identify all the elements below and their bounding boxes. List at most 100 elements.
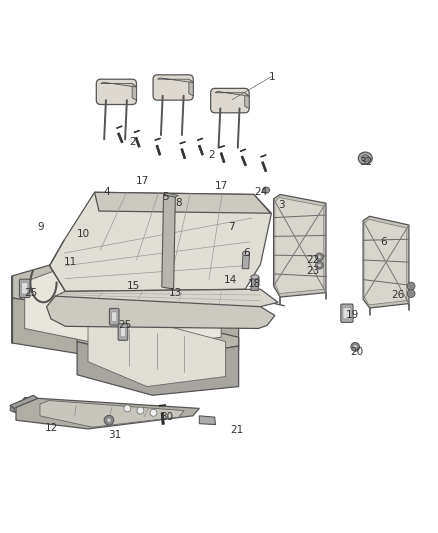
Polygon shape	[11, 395, 38, 408]
FancyBboxPatch shape	[19, 279, 30, 297]
Polygon shape	[220, 152, 225, 163]
FancyBboxPatch shape	[21, 282, 28, 294]
Text: 18: 18	[247, 279, 261, 289]
Circle shape	[318, 255, 321, 259]
Ellipse shape	[243, 251, 250, 256]
Text: 31: 31	[108, 430, 121, 440]
Text: 14: 14	[223, 274, 237, 285]
Polygon shape	[156, 145, 161, 155]
FancyBboxPatch shape	[120, 327, 126, 337]
Text: 11: 11	[64, 257, 77, 267]
Polygon shape	[40, 400, 184, 427]
Polygon shape	[198, 145, 204, 155]
Polygon shape	[49, 192, 272, 292]
Polygon shape	[363, 216, 409, 308]
Text: 2: 2	[130, 137, 136, 147]
Circle shape	[104, 415, 114, 425]
Circle shape	[107, 418, 111, 422]
Polygon shape	[159, 405, 166, 406]
FancyBboxPatch shape	[343, 308, 351, 319]
Ellipse shape	[361, 155, 369, 161]
Text: 25: 25	[119, 320, 132, 330]
Text: 3: 3	[278, 200, 285, 211]
Polygon shape	[240, 149, 246, 152]
Ellipse shape	[263, 187, 270, 193]
Text: 7: 7	[228, 222, 234, 232]
Text: 1: 1	[269, 71, 276, 82]
Text: 9: 9	[38, 222, 44, 232]
Polygon shape	[135, 137, 140, 148]
Circle shape	[353, 345, 357, 349]
Polygon shape	[181, 149, 186, 159]
Circle shape	[315, 261, 323, 269]
FancyBboxPatch shape	[153, 75, 193, 100]
Text: 2: 2	[208, 150, 215, 160]
Polygon shape	[12, 298, 239, 364]
Polygon shape	[77, 306, 239, 360]
Polygon shape	[16, 398, 199, 429]
Polygon shape	[197, 138, 203, 141]
Polygon shape	[180, 141, 185, 144]
Polygon shape	[95, 192, 271, 213]
Polygon shape	[132, 84, 137, 100]
Text: 26: 26	[392, 290, 405, 300]
Text: 12: 12	[44, 423, 58, 433]
Polygon shape	[101, 82, 137, 87]
Text: 4: 4	[103, 187, 110, 197]
Polygon shape	[274, 195, 326, 297]
Polygon shape	[157, 78, 193, 83]
Polygon shape	[46, 296, 275, 328]
Polygon shape	[77, 342, 239, 395]
Text: 6: 6	[381, 238, 387, 247]
Text: 17: 17	[136, 176, 149, 187]
Ellipse shape	[251, 275, 259, 279]
Polygon shape	[117, 133, 123, 143]
Polygon shape	[251, 277, 259, 290]
Ellipse shape	[358, 152, 372, 164]
Text: 24: 24	[254, 187, 267, 197]
Text: 20: 20	[350, 346, 363, 357]
Text: 23: 23	[306, 266, 320, 276]
Polygon shape	[134, 130, 140, 133]
Polygon shape	[189, 79, 193, 96]
Polygon shape	[199, 416, 215, 425]
Polygon shape	[163, 193, 178, 197]
Circle shape	[351, 343, 360, 351]
Polygon shape	[275, 198, 324, 294]
Polygon shape	[215, 92, 249, 96]
Text: 8: 8	[175, 198, 182, 208]
Text: 17: 17	[215, 181, 228, 191]
Circle shape	[124, 405, 131, 412]
Text: 13: 13	[169, 288, 182, 298]
Text: 5: 5	[162, 192, 169, 201]
FancyBboxPatch shape	[211, 88, 249, 113]
Polygon shape	[219, 146, 225, 148]
Polygon shape	[55, 289, 278, 308]
Text: 25: 25	[25, 288, 38, 298]
Text: 10: 10	[77, 229, 90, 239]
Circle shape	[407, 289, 415, 297]
FancyBboxPatch shape	[341, 304, 353, 322]
Circle shape	[150, 409, 157, 416]
Polygon shape	[261, 155, 266, 157]
Text: 15: 15	[127, 281, 141, 291]
Polygon shape	[241, 156, 247, 166]
FancyBboxPatch shape	[118, 324, 128, 340]
Polygon shape	[162, 195, 175, 289]
Polygon shape	[161, 413, 164, 425]
Polygon shape	[245, 93, 249, 108]
Text: 32: 32	[359, 157, 372, 167]
Polygon shape	[261, 161, 267, 172]
Polygon shape	[11, 405, 16, 413]
Text: 22: 22	[306, 255, 320, 265]
Polygon shape	[12, 262, 239, 316]
Circle shape	[318, 263, 321, 267]
Circle shape	[137, 407, 144, 414]
Circle shape	[315, 253, 323, 261]
Text: 21: 21	[230, 425, 243, 435]
Circle shape	[407, 282, 415, 290]
Text: 6: 6	[243, 248, 250, 259]
Text: 30: 30	[160, 412, 173, 422]
Polygon shape	[88, 312, 226, 386]
FancyBboxPatch shape	[112, 312, 117, 321]
